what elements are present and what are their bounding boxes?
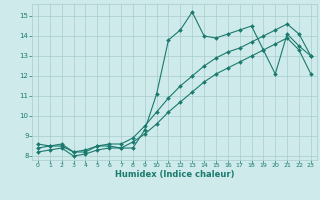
X-axis label: Humidex (Indice chaleur): Humidex (Indice chaleur) bbox=[115, 170, 234, 179]
